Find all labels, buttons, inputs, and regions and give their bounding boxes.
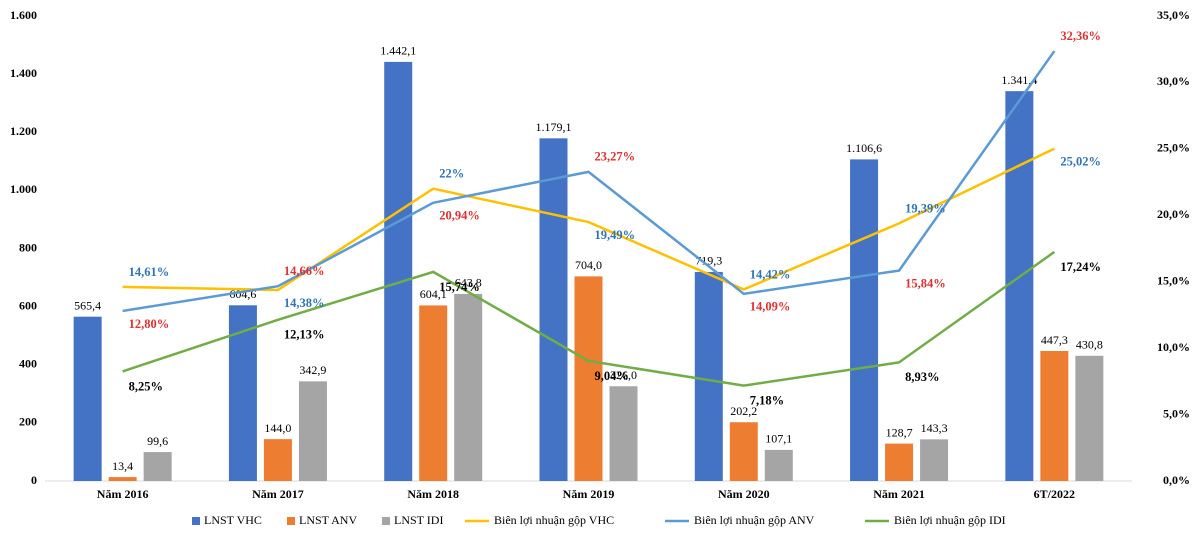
- line: [122, 250, 1056, 387]
- line-value-label: 20,94%: [439, 209, 480, 223]
- bar: [885, 443, 914, 481]
- bar-value-label: 99,6: [147, 434, 168, 448]
- line-value-label: 25,02%: [1060, 154, 1101, 168]
- legend-label: Biên lợi nhuận gộp VHC: [494, 513, 614, 527]
- bar-value-label: 447,3: [1041, 333, 1068, 347]
- legend-label: LNST IDI: [394, 513, 443, 527]
- bar-value-label: 604,1: [420, 287, 447, 301]
- x-tick-label: Năm 2020: [718, 487, 770, 501]
- bar: [729, 422, 758, 481]
- bar: [539, 138, 568, 481]
- bar-value-label: 202,2: [730, 404, 757, 418]
- bar: [850, 159, 879, 481]
- y2-tick-label: 30,0%: [1157, 74, 1190, 88]
- bar: [609, 386, 638, 481]
- legend-swatch: [287, 517, 295, 525]
- line-value-label: 8,93%: [905, 370, 939, 384]
- bar: [73, 316, 102, 481]
- y-tick-label: 1.600: [10, 8, 37, 22]
- bar-value-label: 107,1: [765, 432, 792, 446]
- y2-tick-label: 10,0%: [1157, 340, 1190, 354]
- line-value-label: 19,39%: [905, 201, 946, 215]
- bar: [1040, 351, 1069, 481]
- y-tick-label: 0: [31, 473, 37, 487]
- y2-tick-label: 20,0%: [1157, 207, 1190, 221]
- bar: [1005, 91, 1034, 481]
- bar: [764, 449, 793, 481]
- bar-value-label: 1.106,6: [846, 141, 882, 155]
- y2-tick-label: 5,0%: [1163, 406, 1190, 420]
- x-tick-label: 6T/2022: [1034, 487, 1075, 501]
- bar-value-label: 704,0: [575, 258, 602, 272]
- line-value-label: 14,38%: [284, 296, 325, 310]
- bar: [384, 61, 413, 482]
- legend-label: Biên lợi nhuận gộp IDI: [894, 513, 1006, 527]
- y-tick-label: 600: [19, 298, 37, 312]
- bar-value-label: 719,3: [695, 254, 722, 268]
- bar: [454, 293, 483, 481]
- legend-label: LNST ANV: [299, 513, 357, 527]
- line-value-label: 23,27%: [595, 150, 636, 164]
- line-value-label: 15,74%: [439, 280, 480, 294]
- y-tick-label: 800: [19, 240, 37, 254]
- legend-swatch: [382, 517, 390, 525]
- bar-value-label: 326,0: [610, 368, 637, 382]
- bar: [574, 276, 603, 481]
- line-value-label: 12,80%: [129, 317, 170, 331]
- bar-value-label: 342,9: [299, 363, 326, 377]
- line: [122, 50, 1056, 313]
- line: [122, 147, 1055, 292]
- bar: [263, 439, 292, 481]
- y-tick-label: 400: [19, 357, 37, 371]
- x-tick-label: Năm 2019: [563, 487, 615, 501]
- y2-tick-label: 35,0%: [1157, 8, 1190, 22]
- legend-swatch: [192, 517, 200, 525]
- x-tick-label: Năm 2018: [407, 487, 459, 501]
- bar-value-label: 143,3: [921, 421, 948, 435]
- line-value-label: 14,42%: [750, 267, 791, 281]
- y2-tick-label: 15,0%: [1157, 273, 1190, 287]
- line-value-label: 7,18%: [750, 393, 784, 407]
- x-tick-label: Năm 2021: [873, 487, 925, 501]
- bar-value-label: 430,8: [1076, 338, 1103, 352]
- y-tick-label: 1.000: [10, 182, 37, 196]
- line-value-label: 32,36%: [1060, 29, 1101, 43]
- legend-label: LNST VHC: [204, 513, 262, 527]
- line-value-label: 12,13%: [284, 328, 325, 342]
- bar: [298, 381, 327, 481]
- y-tick-label: 1.200: [10, 124, 37, 138]
- bar: [419, 305, 448, 481]
- line-value-label: 8,25%: [129, 379, 163, 393]
- line-value-label: 9,04%: [595, 369, 629, 383]
- y2-tick-label: 25,0%: [1157, 141, 1190, 155]
- bar-value-label: 144,0: [264, 421, 291, 435]
- bar-value-label: 565,4: [74, 298, 101, 312]
- bar: [920, 439, 949, 481]
- y-tick-label: 1.400: [10, 66, 37, 80]
- bar-value-label: 1.341,4: [1001, 73, 1037, 87]
- bar-value-label: 1.442,1: [380, 44, 416, 58]
- line-value-label: 14,09%: [750, 300, 791, 314]
- bar: [108, 477, 137, 481]
- line-value-label: 19,49%: [595, 228, 636, 242]
- y2-tick-label: 0,0%: [1163, 473, 1190, 487]
- line-value-label: 14,61%: [129, 265, 170, 279]
- x-tick-label: Năm 2017: [252, 487, 304, 501]
- bar: [694, 271, 723, 481]
- legend-label: Biên lợi nhuận gộp ANV: [694, 513, 815, 527]
- bar: [143, 452, 172, 481]
- y-tick-label: 200: [19, 415, 37, 429]
- bar-value-label: 128,7: [886, 425, 913, 439]
- bar: [1075, 355, 1104, 481]
- x-tick-label: Năm 2016: [97, 487, 149, 501]
- line-value-label: 22%: [439, 167, 464, 181]
- line-value-label: 15,84%: [905, 276, 946, 290]
- bar-value-label: 1.179,1: [536, 120, 572, 134]
- bar-value-label: 643,8: [455, 276, 482, 290]
- bar-value-label: 13,4: [112, 459, 133, 473]
- line-value-label: 17,24%: [1060, 260, 1101, 274]
- line-value-label: 14,66%: [284, 264, 325, 278]
